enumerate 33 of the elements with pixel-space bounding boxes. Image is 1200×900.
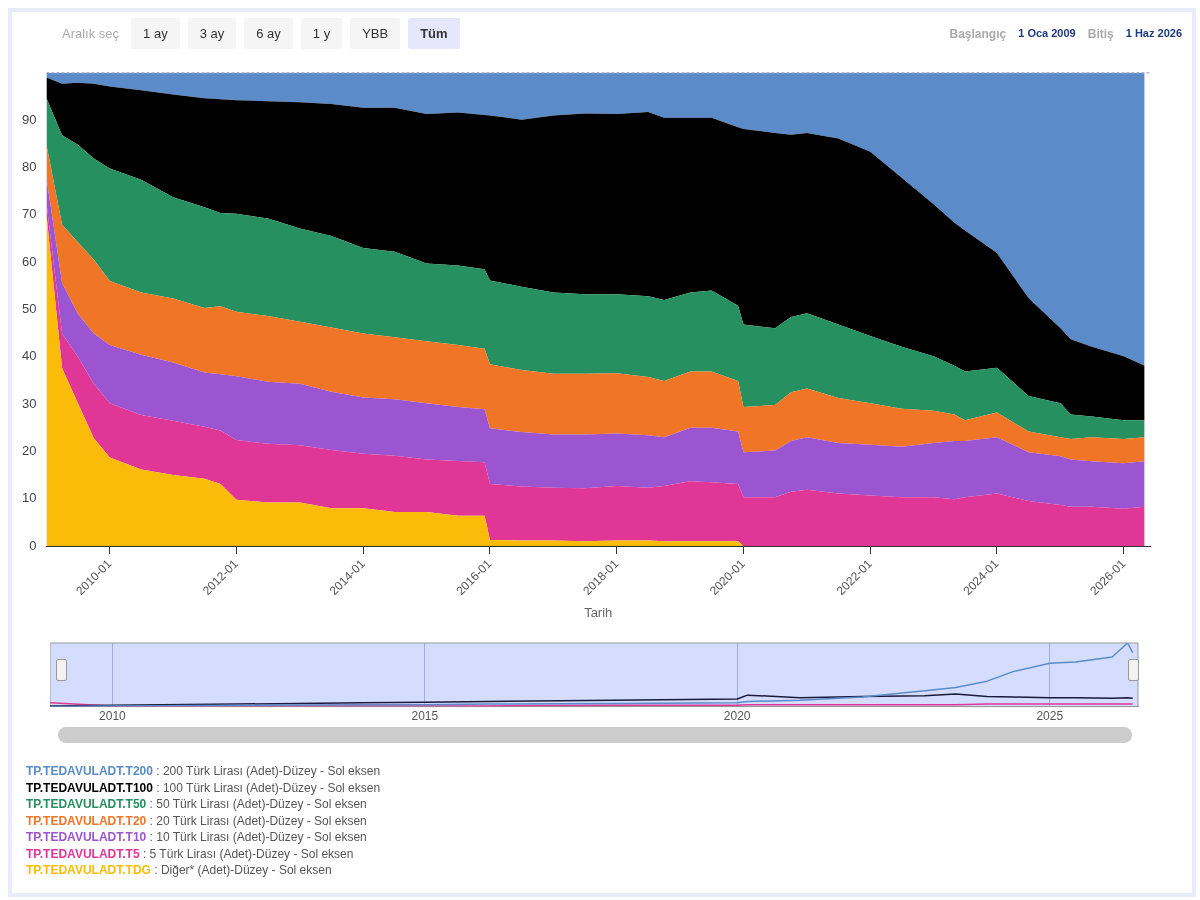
text: TP.TEDAVULADT.T100 : 100 Türk Lirası (Adet)-Düzey - Sol eksen xyxy=(26,780,381,795)
x-tick-label: 2010 xyxy=(99,709,127,724)
text: TP.TEDAVULADT.TDG : Diğer* (Adet)-Düzey - Sol eksen xyxy=(26,863,332,877)
text: 1 Oca 2009 xyxy=(1018,26,1076,41)
text: 1 Haz 2026 xyxy=(1125,26,1182,41)
text: TP.TEDAVULADT.T50 : 50 Türk Lirası (Adet)-Düzey - Sol eksen xyxy=(26,797,367,811)
text: Aralık seç xyxy=(62,26,120,41)
text: Bitiş xyxy=(1087,26,1114,41)
x-tick-label: 2015 xyxy=(411,709,439,724)
text: TP.TEDAVULADT.T20 : 20 Türk Lirası (Adet)-Düzey - Sol eksen xyxy=(26,813,367,828)
text: Başlangıç xyxy=(949,26,1007,41)
category-label: 1 ay xyxy=(131,18,180,49)
y-tick-label: 80 xyxy=(21,159,37,175)
text: TP.TEDAVULADT.T5 : 5 Türk Lirası (Adet)-Düzey - Sol eksen xyxy=(26,846,354,861)
y-tick-label: 10 xyxy=(21,490,37,506)
category-label: 1 y xyxy=(300,18,343,49)
category-label: 6 ay xyxy=(244,18,293,49)
y-tick-label: 20 xyxy=(21,443,37,458)
y-tick-label: 60 xyxy=(21,253,37,269)
y-tick-label: 90 xyxy=(21,111,37,127)
y-tick-label: 0 xyxy=(29,537,37,553)
x-axis-title: Tarih xyxy=(584,604,613,620)
category-label: Tüm xyxy=(408,18,460,49)
y-tick-label: 70 xyxy=(21,206,37,222)
x-tick-label: 2020 xyxy=(723,709,751,724)
text: TP.TEDAVULADT.T200 : 200 Türk Lirası (Adet)-Düzey - Sol eksen xyxy=(26,764,381,778)
x-tick-label: 2025 xyxy=(1036,709,1064,724)
y-tick-label: 50 xyxy=(21,301,37,317)
category-label: YBB xyxy=(350,18,401,49)
y-tick-label: 30 xyxy=(21,395,37,411)
y-tick-label: 40 xyxy=(21,348,37,364)
text: TP.TEDAVULADT.T10 : 10 Türk Lirası (Adet)-Düzey - Sol eksen xyxy=(26,830,367,844)
category-label: 3 ay xyxy=(187,18,237,49)
